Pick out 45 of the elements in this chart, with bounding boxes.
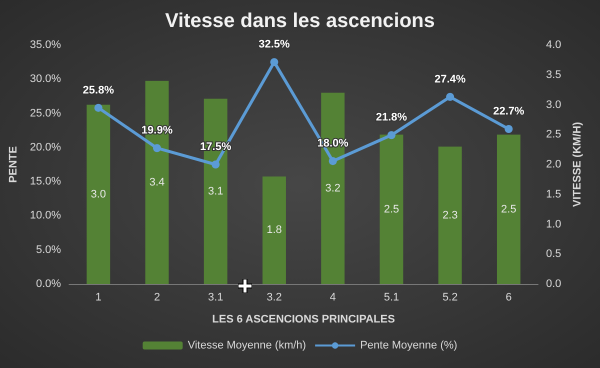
y2-tick-label: 2.5 [546,128,562,141]
y2-tick-label: 3.5 [546,68,562,81]
data-label: 22.7% [493,105,524,118]
y2-tick-label: 3.0 [546,98,562,111]
chart-title: Vitesse dans les ascencions [165,10,435,32]
x-axis-title: LES 6 ASCENCIONS PRINCIPALES [212,314,395,326]
legend-label: Vitesse Moyenne (km/h) [188,340,306,352]
data-label: 2.5 [501,203,516,216]
data-label: 2.5 [384,203,400,216]
y2-tick-label: 1.0 [546,218,562,230]
legend-label: Pente Moyenne (%) [360,340,458,352]
data-label: 3.4 [149,176,165,188]
data-label: 1.8 [266,224,282,236]
data-label: 3.0 [90,188,106,200]
y-tick-label: 15.0% [30,176,62,188]
data-label: 27.4% [434,73,466,86]
y2-tick-label: 0.5 [546,248,562,260]
x-tick-label: 4 [330,292,336,304]
data-label: 21.8% [376,112,408,124]
data-label: 19.9% [141,124,173,137]
x-tick-label: 6 [506,292,512,304]
x-tick-label: 5.2 [442,292,458,304]
y-tick-label: 25.0% [30,107,62,120]
data-label: 3.2 [325,182,340,194]
y-tick-label: 30.0% [30,73,62,86]
y2-tick-label: 1.5 [546,188,562,200]
x-tick-label: 5.1 [384,292,400,304]
y-tick-label: 20.0% [30,141,62,154]
data-label: 25.8% [82,84,114,96]
y-tick-label: 35.0% [30,39,62,51]
x-tick-label: 3.1 [208,292,224,304]
y2-tick-label: 0.0 [546,278,562,290]
y-tick-label: 10.0% [30,210,62,222]
data-label: 3.1 [208,185,224,198]
x-tick-label: 3.2 [266,292,282,304]
y-axis-title: PENTE [8,146,20,183]
y2-tick-label: 4.0 [546,39,562,51]
y2-tick-label: 2.0 [546,158,562,170]
y2-axis-title: VITESSE (KM/H) [572,122,584,207]
data-label: 32.5% [258,38,290,51]
x-tick-label: 1 [95,292,102,304]
y-tick-label: 0.0% [36,278,62,290]
x-tick-label: 2 [154,292,160,304]
data-label: 2.3 [442,209,458,222]
y-tick-label: 5.0% [36,244,62,256]
